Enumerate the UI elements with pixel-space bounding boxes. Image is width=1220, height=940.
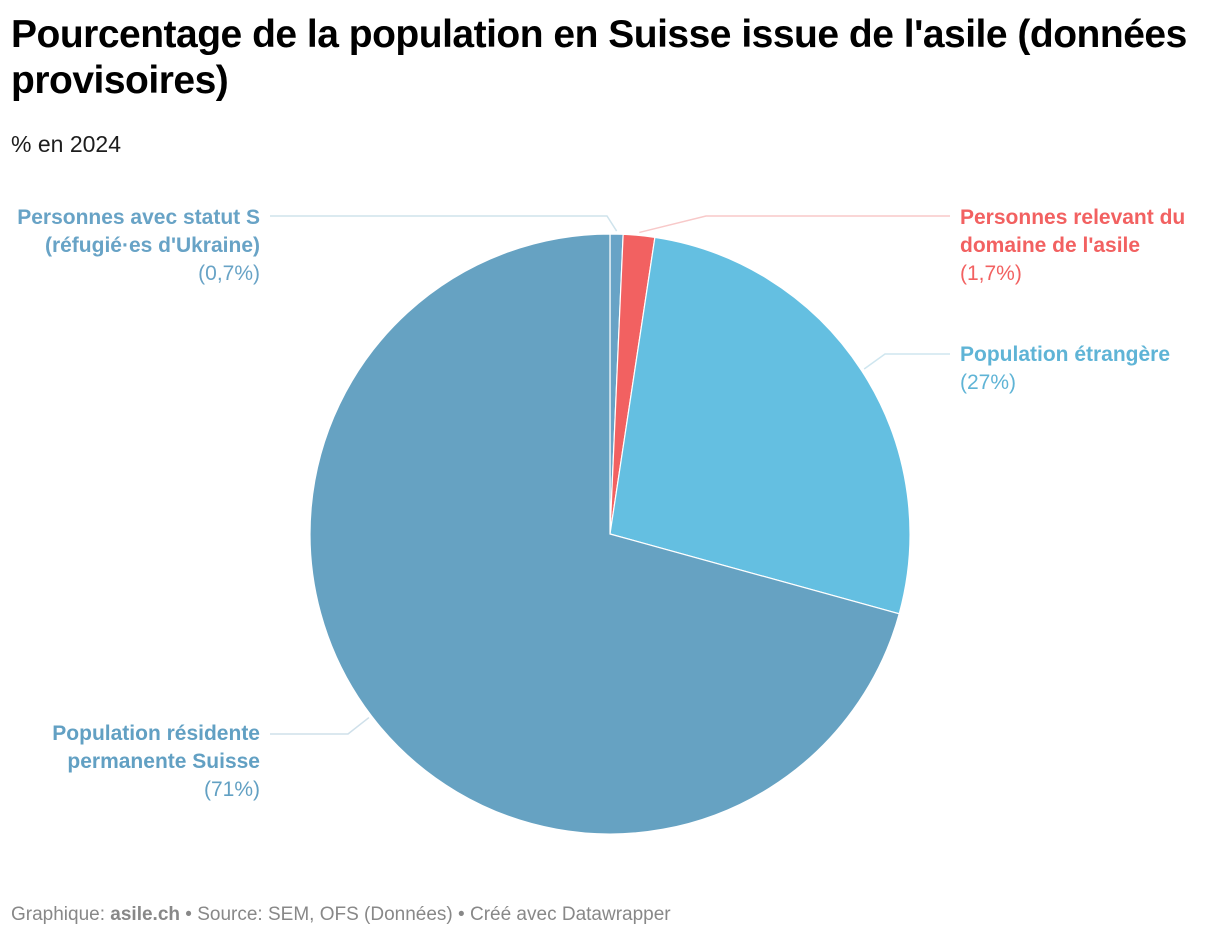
pie-slice	[309, 233, 900, 835]
slice-label-statut-s: Personnes avec statut S (réfugié·es d'Uk…	[10, 204, 260, 288]
slice-label-name: Personnes relevant du domaine de l'asile	[960, 206, 1186, 257]
pie-slices	[309, 233, 911, 835]
chart-title: Pourcentage de la population en Suisse i…	[11, 13, 1187, 102]
footer-author: asile.ch	[110, 904, 181, 925]
leader-lines	[270, 215, 950, 735]
slice-label-name: Population étrangère	[960, 343, 1171, 366]
footer-prefix: Graphique:	[11, 904, 111, 925]
leader-line	[270, 215, 618, 232]
slice-label-percent: (27%)	[960, 371, 1017, 394]
chart-footer: Graphique: asile.ch • Source: SEM, OFS (…	[11, 904, 671, 926]
chart-subtitle: % en 2024	[11, 131, 121, 157]
slice-label-name: Population résidente permanente Suisse	[52, 722, 260, 773]
leader-line	[270, 716, 370, 735]
leader-line	[863, 353, 950, 370]
slice-label-etrangere: Population étrangère (27%)	[960, 341, 1210, 397]
slice-label-percent: (71%)	[203, 778, 260, 801]
footer-source: • Source: SEM, OFS (Données) • Créé avec…	[180, 904, 671, 925]
slice-label-percent: (0,7%)	[198, 262, 260, 285]
slice-label-percent: (1,7%)	[960, 262, 1022, 285]
slice-label-suisse: Population résidente permanente Suisse (…	[10, 720, 260, 804]
slice-label-name: Personnes avec statut S (réfugié·es d'Uk…	[17, 206, 260, 257]
leader-line	[639, 215, 950, 234]
slice-label-asile: Personnes relevant du domaine de l'asile…	[960, 204, 1210, 288]
pie-slice	[609, 236, 911, 615]
